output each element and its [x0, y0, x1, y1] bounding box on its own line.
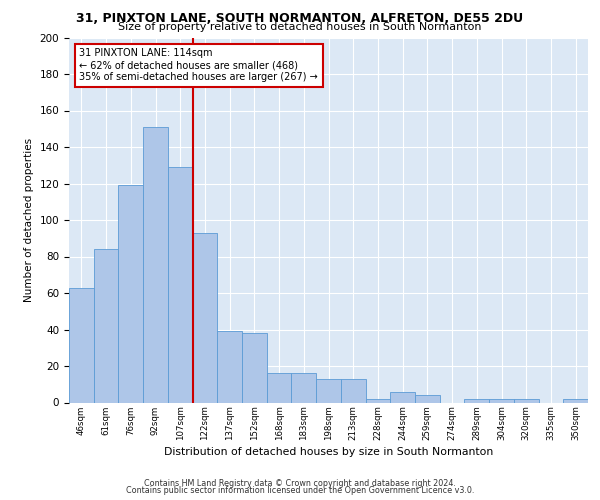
Bar — [143, 127, 168, 402]
Bar — [242, 333, 267, 402]
Bar — [267, 374, 292, 402]
Bar — [217, 332, 242, 402]
Text: 31 PINXTON LANE: 114sqm
← 62% of detached houses are smaller (468)
35% of semi-d: 31 PINXTON LANE: 114sqm ← 62% of detache… — [79, 48, 318, 82]
Bar — [390, 392, 415, 402]
Bar — [415, 395, 440, 402]
Bar — [69, 288, 94, 403]
Bar — [464, 399, 489, 402]
Bar — [193, 233, 217, 402]
Text: Contains public sector information licensed under the Open Government Licence v3: Contains public sector information licen… — [126, 486, 474, 495]
Bar — [94, 249, 118, 402]
Bar — [168, 167, 193, 402]
Text: Contains HM Land Registry data © Crown copyright and database right 2024.: Contains HM Land Registry data © Crown c… — [144, 478, 456, 488]
Bar — [316, 379, 341, 402]
Bar — [365, 399, 390, 402]
Text: Size of property relative to detached houses in South Normanton: Size of property relative to detached ho… — [118, 22, 482, 32]
X-axis label: Distribution of detached houses by size in South Normanton: Distribution of detached houses by size … — [164, 447, 493, 457]
Y-axis label: Number of detached properties: Number of detached properties — [24, 138, 34, 302]
Bar — [489, 399, 514, 402]
Bar — [563, 399, 588, 402]
Bar — [292, 374, 316, 402]
Bar — [341, 379, 365, 402]
Text: 31, PINXTON LANE, SOUTH NORMANTON, ALFRETON, DE55 2DU: 31, PINXTON LANE, SOUTH NORMANTON, ALFRE… — [76, 12, 524, 26]
Bar — [514, 399, 539, 402]
Bar — [118, 186, 143, 402]
